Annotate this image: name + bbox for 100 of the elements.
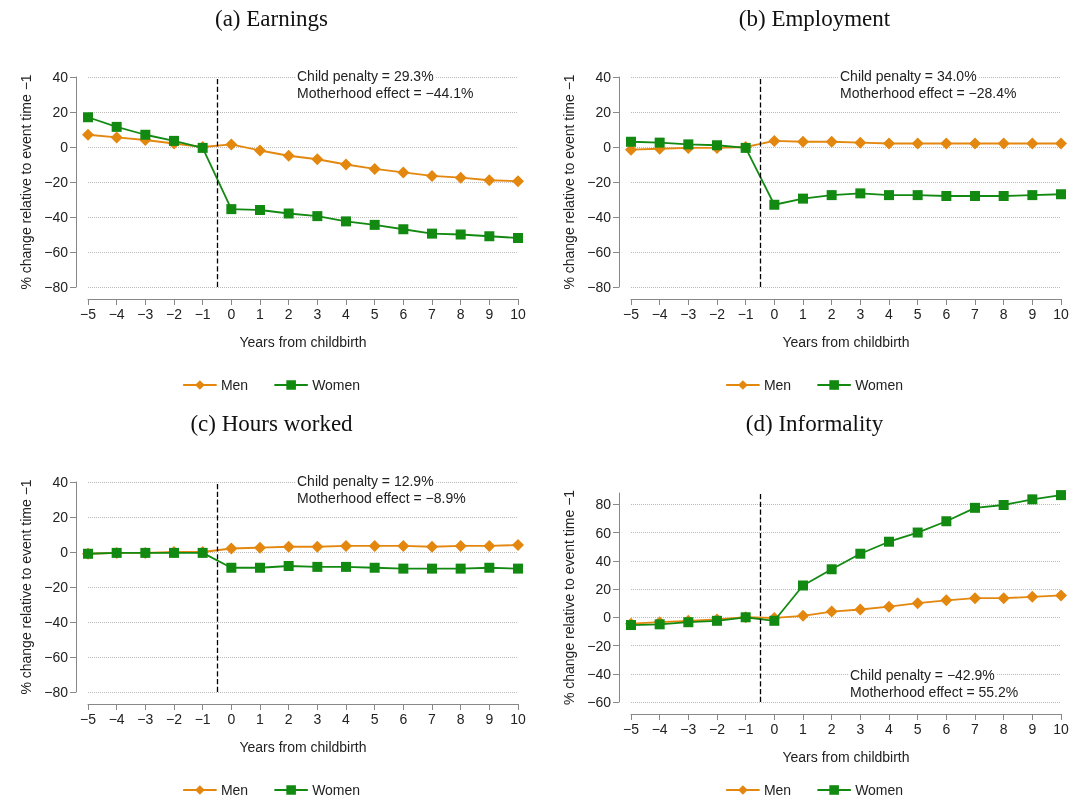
point	[970, 191, 980, 201]
x-tick-label: −2	[709, 721, 726, 737]
x-tick-label: −4	[651, 721, 668, 737]
x-tick-label: −4	[108, 306, 125, 322]
point	[513, 233, 523, 243]
annotation: Child penalty = 12.9%	[297, 473, 434, 489]
point	[798, 580, 808, 591]
annotation: Motherhood effect = 55.2%	[850, 684, 1019, 700]
point	[969, 137, 981, 150]
x-tick-label: −4	[108, 711, 125, 727]
point	[1027, 494, 1038, 505]
x-tick-label: −1	[737, 721, 754, 737]
point	[798, 193, 808, 204]
point	[455, 563, 466, 574]
x-tick-label: 3	[856, 306, 865, 322]
x-tick-label: 4	[885, 306, 894, 322]
y-tick-label: 0	[60, 139, 69, 155]
y-tick-label: 40	[595, 552, 612, 569]
x-tick-label: 0	[770, 306, 779, 322]
point	[283, 561, 294, 571]
point	[454, 539, 467, 552]
point	[427, 228, 437, 239]
chart-title: (a) Earnings	[214, 6, 329, 31]
point	[283, 208, 294, 219]
legend-label: Women	[312, 782, 361, 798]
x-tick-label: 2	[827, 721, 836, 737]
x-tick-label: 9	[485, 711, 494, 727]
chart-title: (b) Employment	[738, 6, 891, 31]
x-axis-title: Years from childbirth	[782, 749, 910, 765]
x-axis-title: Years from childbirth	[239, 739, 367, 755]
x-tick-label: −3	[137, 306, 154, 322]
y-tick-label: 20	[595, 581, 612, 598]
point	[883, 600, 895, 613]
point	[282, 149, 295, 162]
point	[512, 175, 524, 188]
point	[341, 561, 351, 572]
legend-label: Women	[312, 377, 361, 393]
y-tick-label: −80	[44, 684, 69, 700]
x-tick-label: −3	[680, 721, 697, 737]
point	[340, 539, 352, 552]
point	[311, 540, 324, 553]
point	[368, 162, 381, 175]
x-tick-label: −5	[623, 721, 640, 737]
x-tick-label: 4	[342, 711, 351, 727]
point	[169, 135, 179, 146]
y-tick-label: −80	[587, 279, 612, 295]
point	[969, 592, 981, 605]
x-tick-label: 10	[1053, 306, 1069, 322]
point	[312, 211, 323, 222]
point	[855, 188, 866, 199]
point	[912, 527, 923, 538]
x-tick-label: 8	[456, 306, 465, 322]
y-tick-label: 40	[52, 474, 69, 490]
x-tick-label: 5	[370, 306, 379, 322]
point	[255, 205, 265, 215]
y-tick-label: −60	[44, 649, 69, 665]
point	[1056, 189, 1066, 200]
point	[426, 169, 438, 182]
point	[854, 603, 867, 616]
x-tick-label: −4	[651, 306, 668, 322]
x-tick-label: 9	[1028, 306, 1037, 322]
y-axis-title: % change relative to event time −1	[18, 479, 35, 695]
x-tick-label: −2	[166, 306, 183, 322]
point	[797, 135, 809, 148]
x-tick-label: 3	[313, 711, 322, 727]
legend-label: Women	[855, 782, 904, 798]
y-tick-label: 40	[52, 69, 69, 85]
x-tick-label: −1	[737, 306, 754, 322]
x-tick-label: 6	[399, 711, 408, 727]
x-tick-label: 10	[510, 306, 526, 322]
annotation: Motherhood effect = −44.1%	[297, 85, 474, 101]
point	[226, 562, 237, 573]
point	[369, 219, 380, 230]
point	[1026, 137, 1039, 150]
y-tick-label: 20	[52, 104, 69, 120]
annotation: Motherhood effect = −28.4%	[840, 85, 1017, 101]
point	[855, 548, 866, 559]
legend-label: Men	[763, 377, 792, 393]
chart-title: (c) Hours worked	[190, 411, 354, 436]
y-axis-title: % change relative to event time −1	[561, 74, 578, 290]
x-tick-label: −1	[194, 711, 211, 727]
annotation: Child penalty = 29.3%	[297, 68, 434, 84]
point	[426, 540, 438, 553]
x-tick-label: 1	[256, 711, 265, 727]
point	[483, 174, 496, 187]
point	[1027, 190, 1038, 201]
x-tick-label: 6	[942, 306, 951, 322]
y-tick-label: −20	[44, 579, 69, 595]
point	[312, 561, 323, 572]
point	[226, 204, 237, 215]
point	[940, 137, 953, 150]
point	[111, 121, 122, 132]
x-tick-label: −5	[80, 306, 97, 322]
x-tick-label: 4	[885, 721, 894, 737]
point	[998, 191, 1009, 201]
y-tick-label: 0	[603, 139, 612, 155]
point	[483, 539, 496, 552]
point	[255, 562, 265, 573]
point	[941, 516, 952, 527]
point	[940, 594, 953, 607]
